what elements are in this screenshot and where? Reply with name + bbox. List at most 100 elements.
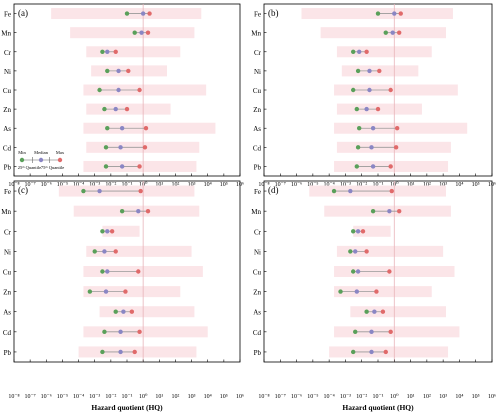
x-tick-label: 10⁵ — [472, 182, 480, 188]
range-band — [334, 122, 468, 134]
median-point — [139, 30, 144, 35]
category-label: Cu — [3, 269, 12, 277]
median-point — [367, 87, 372, 93]
panel-label: (a) — [18, 8, 28, 18]
x-tick-label: 10⁵ — [220, 394, 228, 400]
legend-q25-label: 25ᵗʰ Quantile — [18, 165, 41, 170]
median-point — [105, 269, 110, 274]
x-tick-label: 10¹ — [155, 182, 163, 188]
median-point — [97, 188, 102, 194]
min-point — [97, 87, 102, 93]
min-point — [100, 229, 105, 234]
category-label: Mn — [251, 30, 261, 38]
max-point — [137, 329, 142, 335]
x-axis-title: Hazard quotient (HQ) — [342, 403, 414, 412]
category-label: As — [253, 125, 261, 133]
x-tick-label: 10⁻⁷ — [275, 182, 286, 188]
panel-c: (c) Fe Mn Cr Ni Cu Zn As Cd Pb 10⁻⁸ 10⁻⁷ 10⁻⁶ 10⁻⁵ 10⁻… — [1, 180, 244, 412]
max-point — [396, 30, 402, 35]
median-point — [372, 309, 377, 314]
category-label: Mn — [1, 208, 11, 216]
x-tick-label: 10² — [423, 394, 431, 400]
x-tick-label: 10⁻⁷ — [275, 394, 286, 400]
x-tick-label: 10⁰ — [139, 393, 148, 400]
median-point — [113, 106, 118, 112]
x-tick-label: 10³ — [188, 182, 196, 188]
legend-median-label: Median — [34, 150, 48, 155]
max-point — [375, 106, 381, 112]
min-point — [105, 126, 110, 131]
category-label: Mn — [1, 30, 11, 38]
max-point — [143, 126, 149, 131]
median-point — [355, 269, 361, 274]
x-tick-label: 10¹ — [407, 182, 415, 188]
median-point — [370, 126, 376, 131]
min-point — [353, 329, 358, 335]
min-point — [370, 208, 376, 214]
x-tick-label: 10⁻⁶ — [291, 394, 302, 400]
x-tick-label: 10⁻⁵ — [57, 182, 68, 188]
category-label: Zn — [253, 289, 261, 297]
x-tick-label: 10⁶ — [236, 394, 244, 400]
category-label: Pb — [254, 163, 262, 171]
max-point — [380, 309, 386, 314]
min-point — [348, 249, 353, 254]
min-point — [119, 208, 125, 214]
median-point — [390, 30, 395, 35]
x-tick-label: 10³ — [439, 182, 447, 188]
category-label: Cr — [254, 228, 262, 236]
max-point — [129, 309, 135, 314]
min-point — [356, 126, 362, 131]
median-point — [102, 249, 107, 254]
median-point — [105, 49, 110, 54]
x-tick-label: 10⁻¹ — [122, 394, 133, 400]
x-tick-label: 10⁻⁴ — [324, 394, 335, 400]
legend: Min Median Max 25ᵗʰ Quantile 75ᵗʰ Quantile — [18, 150, 65, 170]
max-point — [383, 349, 388, 355]
min-point — [124, 11, 130, 16]
x-tick-label: 10² — [423, 182, 431, 188]
x-tick-label: 10⁰ — [390, 393, 399, 400]
median-point — [119, 164, 125, 169]
x-tick-label: 10⁻⁵ — [307, 394, 318, 400]
range-band — [86, 245, 192, 257]
x-tick-label: 10⁻² — [105, 394, 116, 400]
category-label: Pb — [4, 349, 12, 357]
category-label: Cd — [3, 329, 12, 337]
max-point — [137, 164, 142, 169]
median-point — [369, 349, 374, 355]
x-tick-label: 10⁻⁴ — [73, 394, 84, 400]
range-band — [350, 306, 447, 318]
x-tick-label: 10⁻⁶ — [41, 182, 52, 188]
panel-label: (c) — [18, 185, 28, 195]
max-point — [145, 30, 151, 35]
max-point — [388, 329, 393, 335]
min-point — [87, 289, 93, 294]
max-point — [142, 145, 148, 150]
category-label: Cr — [4, 228, 12, 236]
median-point — [369, 145, 374, 150]
category-label: As — [253, 309, 261, 317]
category-label: As — [3, 125, 11, 133]
x-tick-label: 10⁻³ — [89, 394, 100, 400]
category-label: Cd — [253, 329, 262, 337]
max-point — [147, 11, 152, 16]
max-point — [389, 188, 394, 194]
x-tick-label: 10⁻² — [105, 182, 116, 188]
min-point — [100, 49, 105, 54]
median-point — [370, 164, 376, 169]
x-tick-label: 10⁻³ — [340, 182, 351, 188]
x-tick-label: 10⁻⁴ — [73, 182, 84, 188]
max-point — [109, 229, 115, 234]
max-point — [398, 11, 403, 16]
range-band — [83, 84, 207, 96]
range-band — [83, 326, 208, 338]
x-tick-label: 10⁵ — [220, 182, 228, 188]
range-band — [336, 245, 444, 257]
panel-label: (d) — [268, 185, 279, 195]
category-label: Pb — [4, 163, 12, 171]
x-tick-label: 10⁻⁷ — [25, 394, 36, 400]
category-label: Zn — [3, 106, 11, 114]
x-tick-label: 10⁻³ — [340, 394, 351, 400]
